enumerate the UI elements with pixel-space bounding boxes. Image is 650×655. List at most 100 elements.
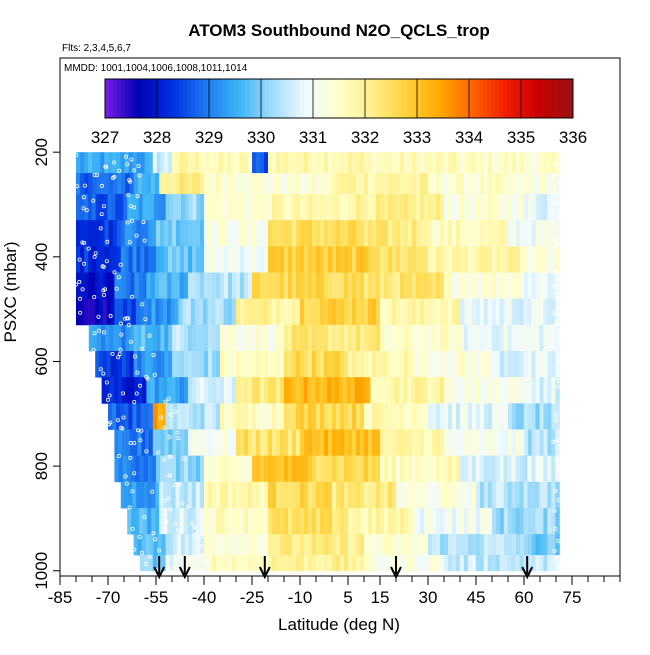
heatmap-cell (120, 246, 126, 273)
heatmap-cell (181, 403, 186, 430)
heatmap-cell (76, 220, 81, 247)
heatmap-cell (496, 377, 501, 404)
sample-point (192, 525, 197, 530)
heatmap-cell (296, 534, 301, 556)
heatmap-cell (300, 298, 305, 326)
heatmap-cell (276, 507, 281, 535)
heatmap-cell (488, 173, 493, 195)
heatmap-cell (499, 455, 505, 483)
heatmap-cell (113, 324, 118, 352)
heatmap-cell (95, 272, 100, 300)
heatmap-cell (452, 194, 457, 221)
heatmap-cell (183, 507, 189, 535)
heatmap-cell (180, 429, 185, 457)
heatmap-cell (280, 481, 285, 509)
heatmap-cell (396, 481, 401, 509)
heatmap-cell (212, 194, 217, 221)
heatmap-cell (484, 246, 489, 273)
heatmap-cell (292, 246, 297, 273)
heatmap-cell (428, 351, 433, 378)
heatmap-cell (264, 429, 269, 457)
heatmap-cell (200, 403, 206, 430)
heatmap-cell (304, 555, 309, 572)
heatmap-cell (488, 220, 493, 247)
heatmap-cell (368, 403, 373, 430)
heatmap-cell (336, 298, 341, 326)
heatmap-cell (312, 152, 317, 174)
colorbar-swatch (459, 79, 465, 118)
heatmap-cell (151, 455, 157, 483)
heatmap-cell (555, 455, 560, 483)
heatmap-cell (276, 429, 281, 457)
heatmap-cell (440, 246, 445, 273)
heatmap-cell (203, 298, 208, 326)
heatmap-cell (511, 220, 517, 247)
heatmap-cell (519, 455, 525, 483)
heatmap-cell (356, 507, 361, 535)
heatmap-cell (264, 351, 269, 378)
heatmap-cell (432, 481, 437, 509)
heatmap-cell (272, 324, 277, 352)
heatmap-cell (260, 455, 265, 483)
sample-point (126, 323, 131, 328)
heatmap-cell (500, 173, 505, 195)
heatmap-cell (471, 324, 477, 352)
heatmap-cell (440, 403, 445, 430)
heatmap-cell (320, 555, 325, 572)
heatmap-cell (113, 377, 119, 404)
heatmap-cell (292, 173, 297, 195)
heatmap-cell (463, 298, 469, 326)
heatmap-cell (504, 403, 509, 430)
heatmap-cell (444, 194, 449, 221)
heatmap-cell (324, 324, 329, 352)
heatmap-cell (244, 351, 249, 378)
heatmap-cell (547, 403, 552, 430)
heatmap-cell (492, 403, 497, 430)
heatmap-cell (188, 272, 193, 300)
heatmap-cell (204, 429, 209, 457)
heatmap-cell (523, 403, 529, 430)
heatmap-cell (539, 534, 545, 556)
sample-point (106, 397, 111, 402)
heatmap-cell (316, 534, 321, 556)
heatmap-cell (380, 429, 385, 457)
heatmap-cell (172, 351, 177, 378)
heatmap-cell (240, 507, 245, 535)
heatmap-cell (264, 298, 269, 326)
heatmap-cell (152, 403, 158, 430)
heatmap-cell (370, 377, 376, 404)
sample-point (80, 287, 85, 292)
heatmap-cell (180, 455, 185, 483)
sample-point (125, 220, 130, 225)
heatmap-cell (324, 272, 329, 300)
heatmap-cell (348, 298, 353, 326)
heatmap-cell (92, 220, 97, 247)
heatmap-cell (368, 455, 373, 483)
heatmap-cell (232, 272, 237, 300)
heatmap-cell (408, 298, 413, 326)
heatmap-cell (340, 429, 345, 457)
heatmap-cell (496, 246, 501, 273)
heatmap-cell (92, 324, 98, 352)
heatmap-cell (264, 481, 269, 509)
heatmap-cell (124, 220, 130, 247)
heatmap-cell (340, 351, 345, 378)
heatmap-cell (444, 534, 449, 556)
heatmap-cell (535, 351, 541, 378)
heatmap-cell (308, 555, 313, 572)
heatmap-cell (190, 298, 196, 326)
heatmap-cell (300, 481, 305, 509)
heatmap-cell (272, 481, 277, 509)
x-tick-label: -25 (240, 588, 265, 607)
heatmap-cell (504, 173, 509, 195)
heatmap-cell (140, 298, 145, 326)
sample-point (116, 453, 121, 458)
heatmap-cell (368, 220, 373, 247)
heatmap-cell (127, 298, 133, 326)
heatmap-cell (380, 507, 385, 535)
heatmap-cell (484, 534, 489, 556)
heatmap-cell (448, 173, 453, 195)
heatmap-cell (276, 220, 281, 247)
heatmap-cell (304, 246, 309, 273)
heatmap-cell (196, 351, 201, 378)
